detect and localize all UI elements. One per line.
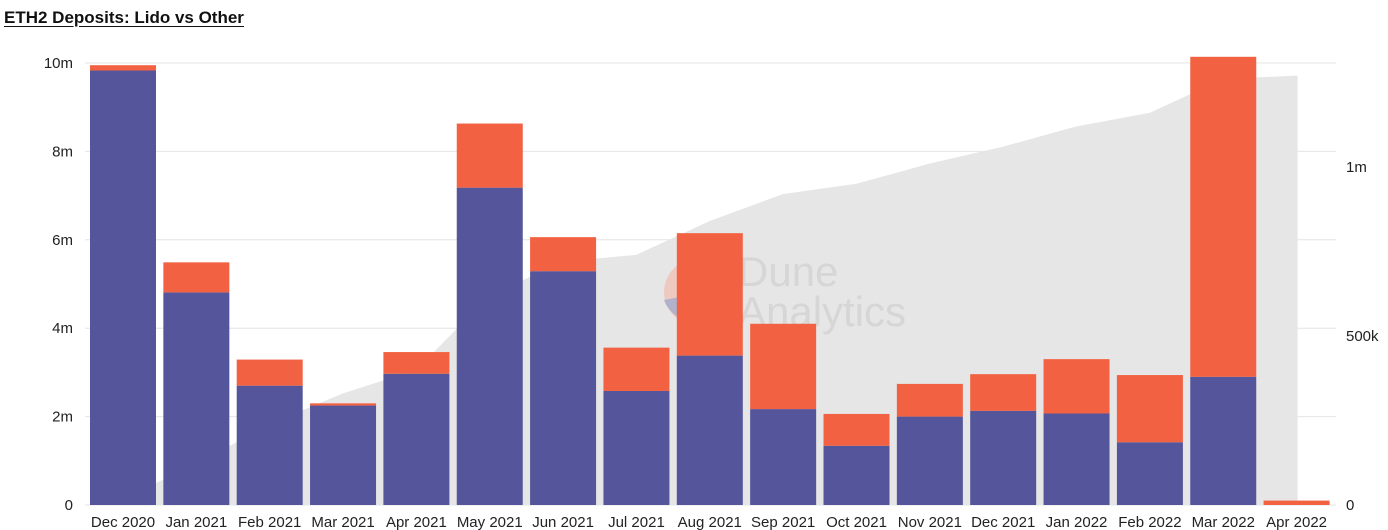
x-tick-label: Jul 2021 (608, 514, 665, 530)
bar-segment (530, 271, 597, 505)
bar-segment (896, 416, 963, 505)
x-tick-label: Dec 2020 (91, 514, 155, 530)
x-tick-label: Jun 2021 (532, 514, 594, 530)
bar-segment (603, 347, 670, 391)
bar-segment (90, 65, 156, 71)
bar-segment (90, 70, 156, 505)
bar-segment (383, 373, 450, 505)
bar-segment (750, 409, 817, 505)
bar-segment (310, 405, 377, 505)
bar-segment (1190, 56, 1257, 377)
bar-segment (676, 355, 743, 505)
watermark-line1: Dune (738, 248, 838, 295)
bar-segment (310, 403, 377, 406)
bar-segment (530, 237, 597, 272)
y2-tick-label: 1m (1346, 159, 1367, 176)
bars (90, 56, 1330, 506)
bar-segment (1116, 375, 1183, 443)
bar-segment (1263, 500, 1330, 505)
bar-segment (676, 233, 743, 356)
bar-segment (603, 390, 670, 505)
bar-segment (970, 374, 1037, 411)
bar-segment (456, 123, 523, 188)
bar-segment (163, 262, 230, 293)
bar-segment (456, 187, 523, 506)
bar-segment (823, 445, 890, 505)
x-tick-label: Mar 2021 (311, 514, 374, 530)
x-tick-label: Apr 2022 (1266, 514, 1327, 530)
bar-segment (163, 292, 230, 505)
bar-segment (823, 413, 890, 446)
y-tick-label: 2m (52, 409, 73, 426)
chart-title: ETH2 Deposits: Lido vs Other (4, 8, 244, 27)
y-tick-label: 0 (65, 497, 73, 514)
x-tick-label: Dec 2021 (971, 514, 1035, 530)
bar-segment (750, 323, 817, 410)
x-tick-label: Feb 2022 (1118, 514, 1181, 530)
x-tick-label: Feb 2021 (238, 514, 301, 530)
x-tick-label: Oct 2021 (826, 514, 887, 530)
y-tick-label: 4m (52, 320, 73, 337)
y-tick-label: 6m (52, 232, 73, 249)
bar-segment (236, 359, 303, 386)
y-tick-label: 10m (44, 55, 73, 72)
y-tick-label: 8m (52, 143, 73, 160)
bar-segment (1116, 442, 1183, 505)
x-tick-label: Aug 2021 (678, 514, 742, 530)
bar-segment (1043, 359, 1110, 414)
axes: 0 2m 4m 6m 8m 10m 0 500k 1m Dec 2020 Jan 2021 Feb 2… (44, 55, 1379, 530)
x-tick-label: Sep 2021 (751, 514, 815, 530)
x-tick-label: Apr 2021 (386, 514, 447, 530)
bar-segment (236, 385, 303, 505)
x-tick-label: May 2021 (457, 514, 523, 530)
x-tick-label: Jan 2021 (165, 514, 227, 530)
x-tick-label: Nov 2021 (898, 514, 962, 530)
bar-segment (1043, 413, 1110, 505)
y2-tick-label: 0 (1346, 497, 1354, 514)
x-tick-label: Jan 2022 (1046, 514, 1108, 530)
bar-segment (970, 410, 1037, 505)
bar-segment (1190, 376, 1257, 505)
y2-tick-label: 500k (1346, 328, 1379, 345)
x-tick-label: Mar 2022 (1192, 514, 1255, 530)
bar-segment (383, 352, 450, 374)
bar-segment (896, 383, 963, 417)
